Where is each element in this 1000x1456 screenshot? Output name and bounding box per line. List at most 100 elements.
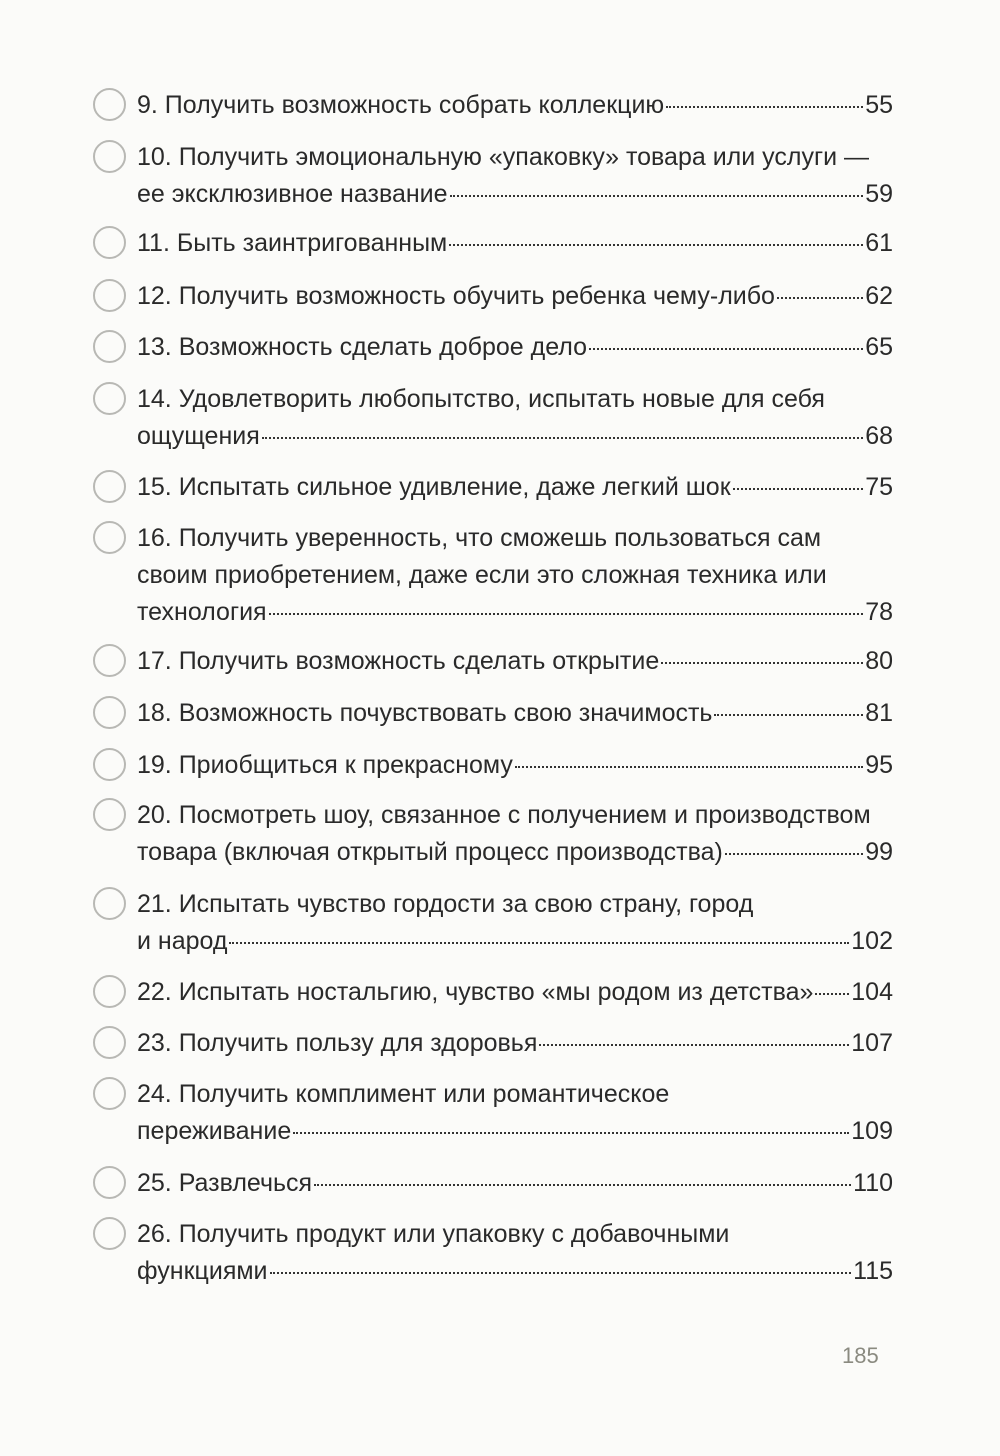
entry-title: 22. Испытать ностальгию, чувство «мы род…	[137, 978, 814, 1006]
entry-title: технология	[137, 598, 267, 626]
entry-text: 24. Получить комплимент или романтическо…	[137, 1076, 893, 1150]
entry-title: 20. Посмотреть шоу, связанное с получени…	[137, 801, 871, 829]
checkbox-circle-icon[interactable]	[93, 748, 126, 781]
checkbox-circle-icon[interactable]	[93, 1077, 126, 1110]
dot-leader	[661, 662, 864, 664]
dot-leader	[268, 613, 864, 615]
dot-leader	[261, 437, 864, 439]
checkbox-circle-icon[interactable]	[93, 798, 126, 831]
entry-line: 20. Посмотреть шоу, связанное с получени…	[137, 797, 893, 834]
entry-page-number: 99	[865, 838, 893, 866]
entry-page-number: 107	[851, 1029, 893, 1057]
entry-title: своим приобретением, даже если это сложн…	[137, 561, 827, 589]
entry-line: 25. Развлечься 110	[137, 1165, 893, 1202]
dot-leader	[666, 106, 864, 108]
checkbox-circle-icon[interactable]	[93, 521, 126, 554]
entry-title: 21. Испытать чувство гордости за свою ст…	[137, 890, 754, 918]
entry-title: 19. Приобщиться к прекрасному	[137, 751, 513, 779]
entry-title: 11. Быть заинтригованным	[137, 229, 448, 257]
entry-line: 15. Испытать сильное удивление, даже лег…	[137, 469, 893, 506]
entry-title: 13. Возможность сделать доброе дело	[137, 333, 588, 361]
checkbox-circle-icon[interactable]	[93, 382, 126, 415]
entry-text: 13. Возможность сделать доброе дело 65	[137, 329, 893, 366]
entry-page-number: 95	[865, 751, 893, 779]
checkbox-circle-icon[interactable]	[93, 887, 126, 920]
entry-line: товара (включая открытый процесс произво…	[137, 834, 893, 871]
checkbox-circle-icon[interactable]	[93, 330, 126, 363]
entry-text: 11. Быть заинтригованным 61	[137, 225, 893, 262]
checkbox-circle-icon[interactable]	[93, 975, 126, 1008]
entry-line: 21. Испытать чувство гордости за свою ст…	[137, 886, 893, 923]
entry-line: 18. Возможность почувствовать свою значи…	[137, 695, 893, 732]
entry-text: 15. Испытать сильное удивление, даже лег…	[137, 469, 893, 506]
entry-page-number: 75	[865, 473, 893, 501]
entry-title: 14. Удовлетворить любопытство, испытать …	[137, 385, 825, 413]
entry-text: 10. Получить эмоциональную «упаковку» то…	[137, 139, 893, 213]
entry-line: 11. Быть заинтригованным 61	[137, 225, 893, 262]
entry-text: 20. Посмотреть шоу, связанное с получени…	[137, 797, 893, 871]
dot-leader	[514, 766, 864, 768]
checkbox-circle-icon[interactable]	[93, 1026, 126, 1059]
dot-leader	[724, 853, 864, 855]
entry-line: ее эксклюзивное название 59	[137, 176, 893, 213]
entry-title: ее эксклюзивное название	[137, 180, 448, 208]
dot-leader	[229, 942, 850, 944]
entry-line: и народ 102	[137, 923, 893, 960]
entry-text: 9. Получить возможность собрать коллекци…	[137, 87, 893, 124]
entry-title: ощущения	[137, 422, 260, 450]
entry-text: 14. Удовлетворить любопытство, испытать …	[137, 381, 893, 455]
entry-line: 9. Получить возможность собрать коллекци…	[137, 87, 893, 124]
dot-leader	[269, 1272, 852, 1274]
checkbox-circle-icon[interactable]	[93, 88, 126, 121]
entry-page-number: 65	[865, 333, 893, 361]
entry-page-number: 62	[865, 282, 893, 310]
entry-title: и народ	[137, 927, 228, 955]
entry-line: 12. Получить возможность обучить ребенка…	[137, 278, 893, 315]
dot-leader	[589, 348, 864, 350]
entry-page-number: 109	[851, 1117, 893, 1145]
entry-text: 22. Испытать ностальгию, чувство «мы род…	[137, 974, 893, 1011]
dot-leader	[776, 297, 864, 299]
entry-page-number: 80	[865, 647, 893, 675]
entry-title: 25. Развлечься	[137, 1169, 313, 1197]
entry-line: ощущения 68	[137, 418, 893, 455]
dot-leader	[539, 1044, 850, 1046]
entry-page-number: 68	[865, 422, 893, 450]
entry-title: 23. Получить пользу для здоровья	[137, 1029, 538, 1057]
entry-title: 10. Получить эмоциональную «упаковку» то…	[137, 143, 870, 171]
entry-page-number: 61	[865, 229, 893, 257]
entry-text: 26. Получить продукт или упаковку с доба…	[137, 1216, 893, 1290]
entry-text: 25. Развлечься 110	[137, 1165, 893, 1202]
entry-line: 19. Приобщиться к прекрасному 95	[137, 747, 893, 784]
dot-leader	[714, 714, 864, 716]
dot-leader	[314, 1184, 852, 1186]
entry-text: 19. Приобщиться к прекрасному 95	[137, 747, 893, 784]
checkbox-circle-icon[interactable]	[93, 644, 126, 677]
checkbox-circle-icon[interactable]	[93, 470, 126, 503]
checkbox-circle-icon[interactable]	[93, 1217, 126, 1250]
checkbox-circle-icon[interactable]	[93, 226, 126, 259]
entry-line: 17. Получить возможность сделать открыти…	[137, 643, 893, 680]
entry-title: 24. Получить комплимент или романтическо…	[137, 1080, 670, 1108]
entry-text: 12. Получить возможность обучить ребенка…	[137, 278, 893, 315]
entry-text: 17. Получить возможность сделать открыти…	[137, 643, 893, 680]
entry-page-number: 78	[865, 598, 893, 626]
entry-title: 12. Получить возможность обучить ребенка…	[137, 282, 775, 310]
entry-title: 18. Возможность почувствовать свою значи…	[137, 699, 713, 727]
entry-line: 16. Получить уверенность, что сможешь по…	[137, 520, 893, 557]
entry-title: переживание	[137, 1117, 292, 1145]
entry-line: 10. Получить эмоциональную «упаковку» то…	[137, 139, 893, 176]
entry-page-number: 102	[851, 927, 893, 955]
entry-line: 24. Получить комплимент или романтическо…	[137, 1076, 893, 1113]
page-number: 185	[842, 1343, 879, 1368]
dot-leader	[815, 993, 850, 995]
checkbox-circle-icon[interactable]	[93, 279, 126, 312]
entry-text: 21. Испытать чувство гордости за свою ст…	[137, 886, 893, 960]
entry-title: товара (включая открытый процесс произво…	[137, 838, 723, 866]
checkbox-circle-icon[interactable]	[93, 696, 126, 729]
checkbox-circle-icon[interactable]	[93, 140, 126, 173]
entry-title: 9. Получить возможность собрать коллекци…	[137, 91, 665, 119]
entry-page-number: 55	[865, 91, 893, 119]
entry-page-number: 81	[865, 699, 893, 727]
checkbox-circle-icon[interactable]	[93, 1166, 126, 1199]
